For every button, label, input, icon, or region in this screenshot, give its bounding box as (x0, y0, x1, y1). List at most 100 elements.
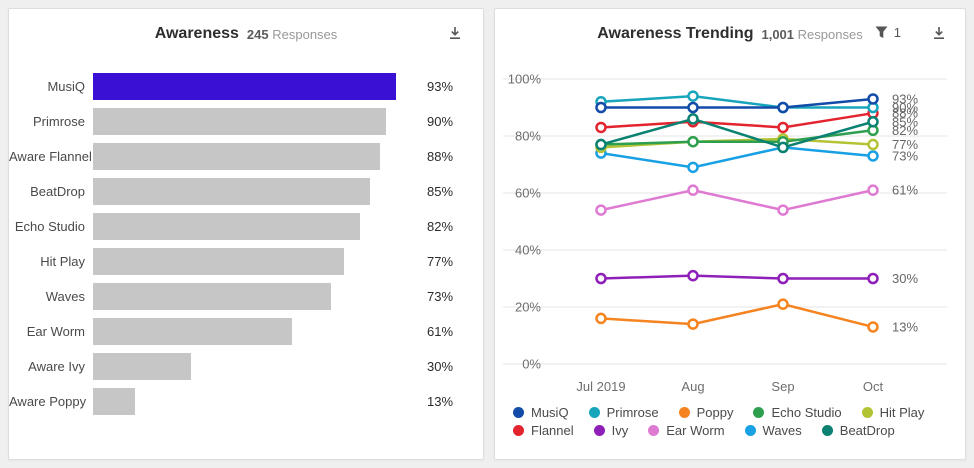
legend-item[interactable]: Primrose (588, 405, 659, 420)
data-point[interactable] (687, 184, 699, 196)
y-tick-label: 60% (515, 186, 541, 201)
series-line[interactable] (600, 146, 874, 169)
series-line[interactable] (600, 137, 874, 149)
data-point[interactable] (687, 90, 699, 102)
series-line[interactable] (600, 94, 873, 109)
series-line[interactable] (600, 129, 874, 146)
bar[interactable] (93, 283, 331, 310)
series-line[interactable] (600, 274, 873, 280)
bar-value-label: 93% (427, 79, 454, 94)
data-point[interactable] (595, 272, 607, 285)
bar[interactable] (93, 178, 371, 205)
bar-value-label: 30% (427, 359, 454, 374)
data-point[interactable] (595, 312, 607, 325)
filter-button[interactable]: 1 (872, 23, 903, 42)
legend-label: Ivy (611, 423, 629, 438)
legend-item[interactable]: Ear Worm (648, 423, 725, 438)
bar-category-label: Aware Poppy (9, 394, 87, 409)
legend-dot (821, 425, 833, 436)
legend-dot (593, 425, 605, 436)
bar[interactable] (93, 318, 292, 345)
legend-label: Waves (762, 423, 802, 438)
series-line[interactable] (600, 188, 874, 212)
data-point[interactable] (867, 116, 879, 128)
bar[interactable] (93, 143, 380, 170)
data-point[interactable] (595, 121, 607, 134)
series-line[interactable] (600, 111, 874, 129)
series-end-label: 90% (892, 100, 918, 115)
data-point[interactable] (867, 272, 879, 285)
bar-value-label: 85% (427, 184, 454, 199)
series-end-label: 88% (892, 106, 918, 121)
legend-label: Poppy (696, 405, 734, 420)
bar[interactable] (93, 353, 191, 380)
trending-responses: 1,001 Responses (761, 27, 862, 42)
legend-item[interactable]: BeatDrop (821, 423, 895, 438)
data-point[interactable] (867, 93, 879, 105)
data-point[interactable] (777, 101, 789, 114)
data-point[interactable] (867, 138, 879, 151)
data-point[interactable] (777, 204, 789, 216)
bar-value-label: 82% (427, 219, 454, 234)
data-point[interactable] (687, 161, 699, 174)
data-point[interactable] (595, 138, 607, 151)
data-point[interactable] (867, 184, 879, 196)
series-end-label: 85% (892, 114, 918, 129)
legend-item[interactable]: Hit Play (861, 405, 924, 420)
bar-value-label: 77% (427, 254, 454, 269)
legend-item[interactable]: Flannel (513, 423, 574, 438)
data-point[interactable] (687, 101, 699, 114)
awareness-title: Awareness (154, 25, 239, 42)
bar-row: MusiQ 93% (9, 69, 483, 104)
bar[interactable] (93, 248, 345, 275)
x-tick-label: Jul 2019 (576, 379, 625, 394)
awareness-responses-label: Responses (272, 26, 338, 42)
data-point[interactable] (777, 141, 789, 154)
download-button[interactable] (445, 23, 465, 43)
data-point[interactable] (595, 101, 607, 114)
legend-dot (588, 407, 600, 418)
bar[interactable] (93, 108, 387, 135)
trending-responses-label: Responses (797, 26, 863, 42)
awareness-trending-card: 0% 20% 40% 60% 80% 100% Jul 2019 Aug Sep Oct 61% 13… (494, 8, 966, 460)
series-line[interactable] (600, 302, 874, 329)
legend-item[interactable]: Poppy (678, 405, 734, 420)
series-end-label: 61% (892, 183, 918, 198)
series-line[interactable] (601, 97, 874, 109)
data-point[interactable] (777, 121, 789, 134)
bar[interactable] (93, 213, 361, 240)
legend-item[interactable]: MusiQ (513, 405, 569, 420)
y-tick-label: 40% (515, 243, 541, 258)
y-tick-label: 0% (522, 357, 541, 372)
data-point[interactable] (687, 318, 699, 330)
bar-row: Echo Studio 82% (9, 209, 483, 244)
data-point[interactable] (687, 113, 699, 125)
legend-item[interactable]: Echo Studio (753, 405, 842, 420)
data-point[interactable] (867, 150, 879, 162)
legend-dot (753, 407, 765, 418)
series-line[interactable] (600, 117, 874, 149)
x-tick-label: Aug (681, 379, 704, 394)
legend-dot (513, 407, 524, 418)
data-point[interactable] (687, 135, 699, 148)
data-point[interactable] (867, 321, 879, 333)
bar[interactable] (93, 73, 397, 100)
x-tick-label: Oct (863, 379, 884, 394)
awareness-responses-count: 245 (246, 26, 269, 42)
data-point[interactable] (595, 204, 607, 216)
legend-label: Primrose (606, 405, 659, 420)
bar-value-label: 88% (427, 149, 454, 164)
data-point[interactable] (687, 269, 699, 282)
x-tick-label: Sep (771, 379, 794, 394)
series-end-label: 93% (892, 91, 918, 106)
download-button[interactable] (929, 23, 949, 43)
chart-legend: MusiQ Primrose Poppy Echo Studio Hit Play Fla… (513, 405, 957, 438)
bar-category-label: Waves (45, 289, 85, 304)
legend-item[interactable]: Waves (744, 423, 802, 438)
trending-responses-count: 1,001 (761, 26, 795, 42)
bar-row: BeatDrop 85% (9, 174, 483, 209)
bar[interactable] (93, 388, 136, 415)
data-point[interactable] (777, 272, 789, 285)
data-point[interactable] (777, 298, 789, 310)
legend-item[interactable]: Ivy (593, 423, 629, 438)
